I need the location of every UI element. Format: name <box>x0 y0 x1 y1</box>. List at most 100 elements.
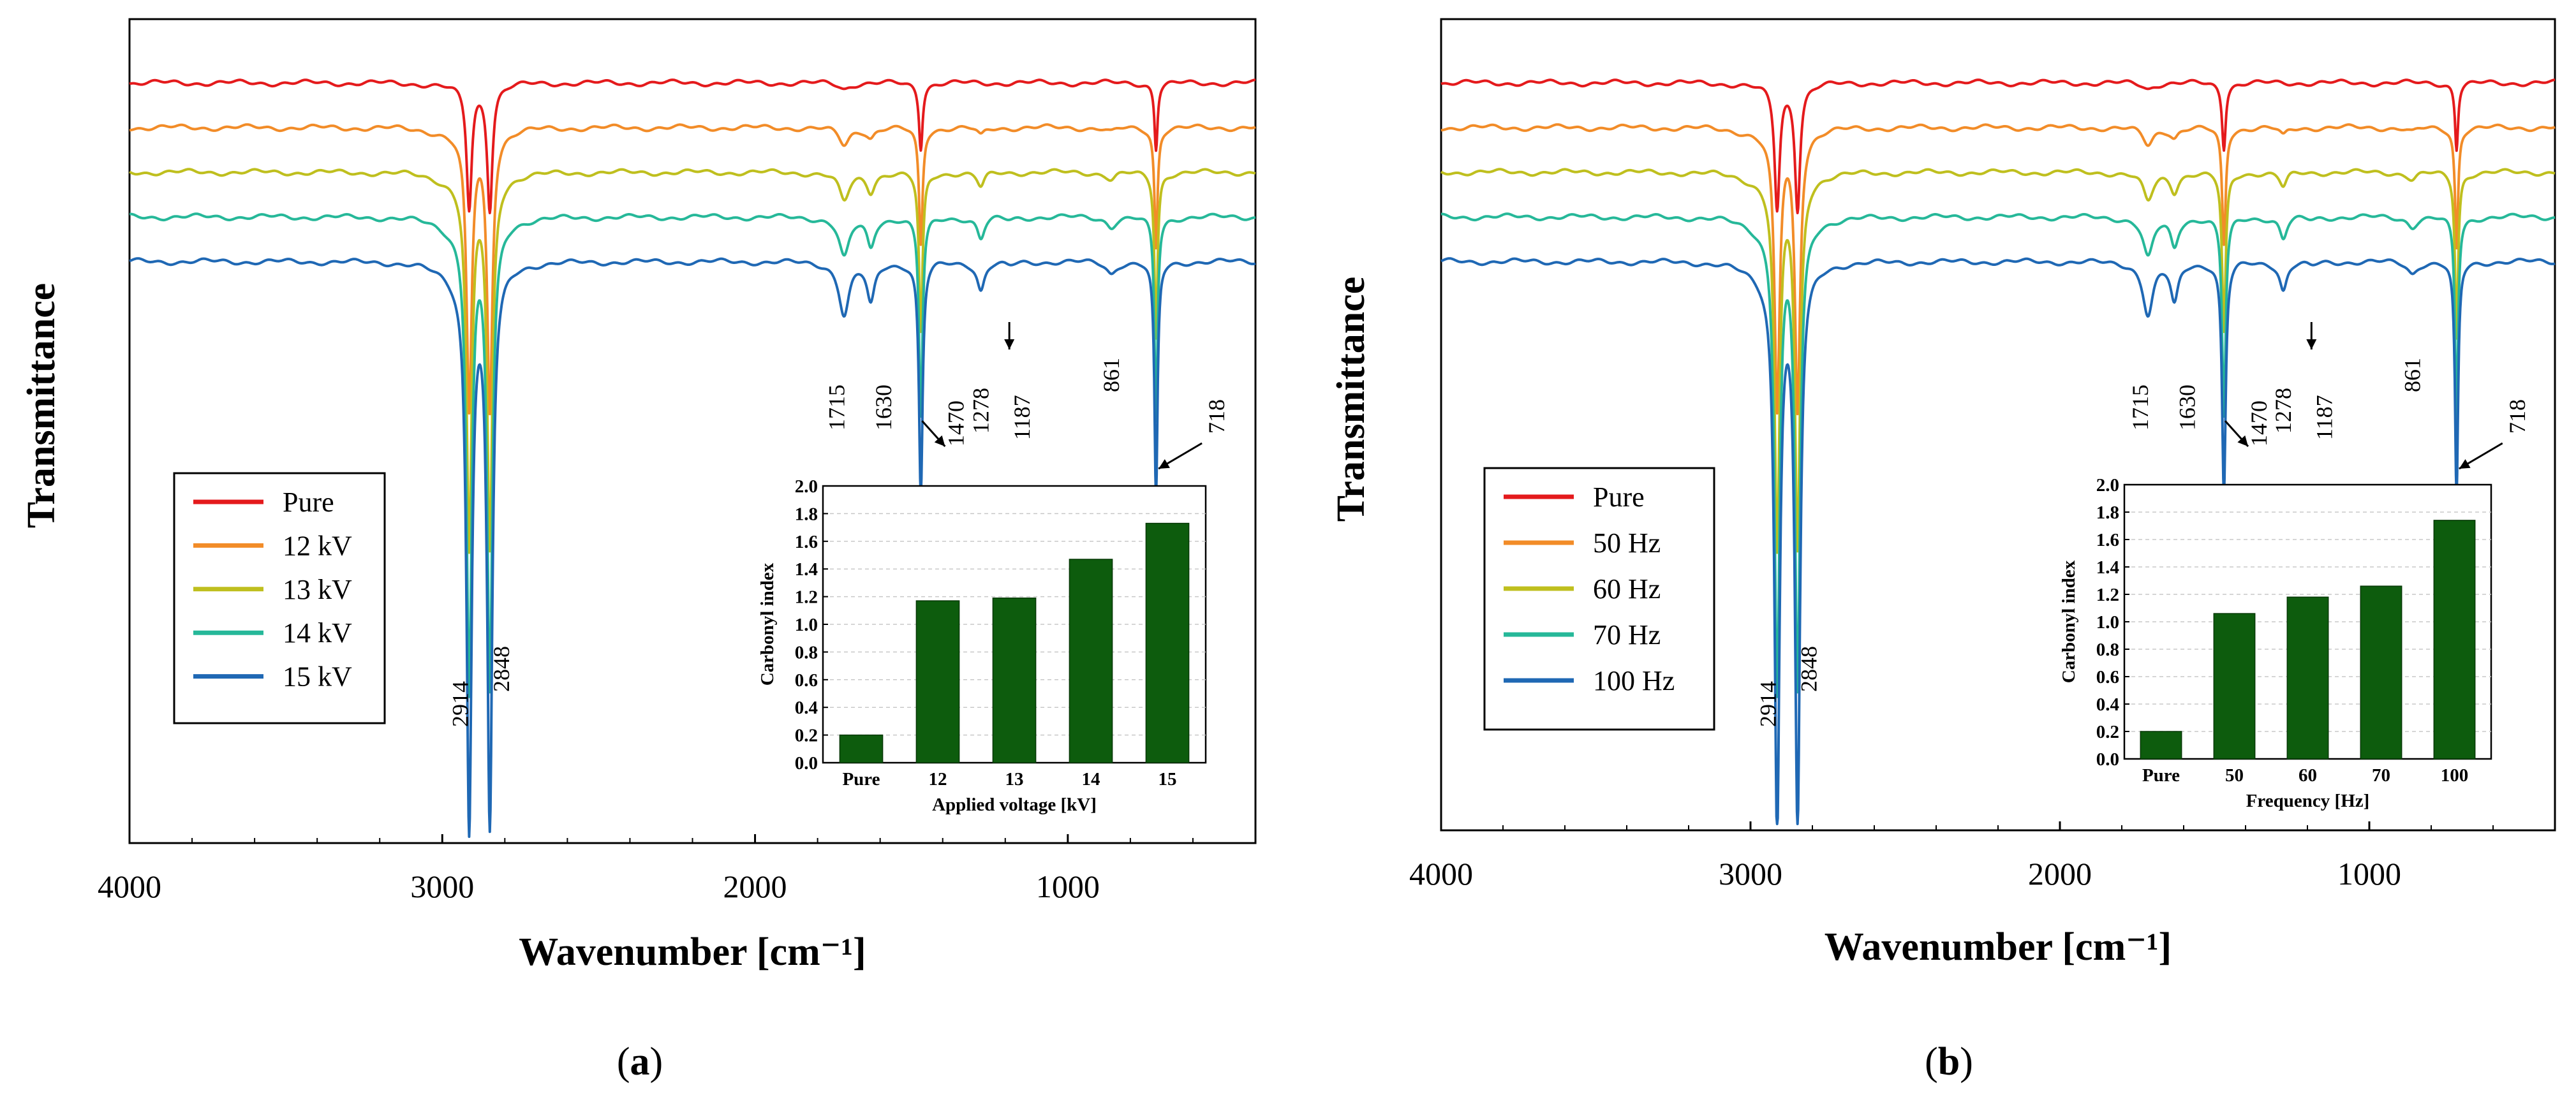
inset-y-tick-label: 0.8 <box>2096 640 2119 660</box>
arrow-1470-head <box>2237 435 2249 446</box>
arrow-1470-head <box>934 435 945 446</box>
legend-box <box>1483 467 1715 731</box>
inset-y-tick-label: 1.2 <box>795 587 818 608</box>
spectrum-line-2 <box>1440 123 2556 416</box>
inset-bar-15 <box>1145 522 1190 763</box>
x-tick-label: 2000 <box>2028 856 2092 892</box>
inset-y-tick-label: 0.0 <box>795 753 818 774</box>
x-axis-title: Wavenumber [cm⁻¹] <box>519 930 866 974</box>
legend-label: 15 kV <box>283 661 352 693</box>
peak-label: 1187 <box>2311 395 2337 440</box>
peak-label: 1278 <box>968 388 994 434</box>
x-tick-label: 4000 <box>1409 856 1473 892</box>
x-tick-label: 4000 <box>98 869 161 904</box>
inset-bar-Pure <box>2140 731 2182 760</box>
inset-bar-50 <box>2213 613 2256 760</box>
x-axis-title: Wavenumber [cm⁻¹] <box>1825 925 2172 969</box>
spectrum-line-3 <box>129 168 1256 554</box>
inset-x-tick-label: 60 <box>2298 765 2317 786</box>
peak-label: 1187 <box>1009 395 1035 440</box>
inset-y-tick-label: 0.2 <box>795 726 818 746</box>
inset-bar-12 <box>915 600 960 763</box>
peak-label: 1715 <box>2128 385 2153 430</box>
peak-label: 1630 <box>2174 385 2200 430</box>
x-tick-label: 1000 <box>2337 856 2401 892</box>
inset-y-tick-label: 1.0 <box>2096 612 2119 633</box>
peak-label: 1715 <box>824 385 849 430</box>
inset-y-axis-title: Carbonyl index <box>2059 560 2079 683</box>
inset-y-tick-label: 0.0 <box>2096 749 2119 770</box>
inset-x-tick-label: 12 <box>929 769 947 790</box>
inset-y-tick-label: 1.4 <box>795 559 818 580</box>
legend-label: 60 Hz <box>1593 573 1661 605</box>
legend-label: Pure <box>1593 481 1645 513</box>
spectrum-line-1 <box>1440 78 2556 214</box>
inset-x-tick-label: 50 <box>2225 765 2244 786</box>
inset-y-tick-label: 1.8 <box>795 504 818 524</box>
spectrum-line-4 <box>1440 212 2556 698</box>
spectrum-line-5 <box>129 257 1256 838</box>
inset-x-tick-label: 15 <box>1158 769 1177 790</box>
legend-label: 100 Hz <box>1593 665 1675 696</box>
inset-y-tick-label: 0.4 <box>2096 694 2119 715</box>
inset-y-tick-label: 1.0 <box>795 615 818 635</box>
inset-bar-70 <box>2360 585 2402 760</box>
peak-label: 1278 <box>2270 388 2296 434</box>
peak-label: 718 <box>1204 399 1229 434</box>
spectrum-line-3 <box>1440 168 2556 554</box>
peak-label: 2848 <box>489 646 514 692</box>
peak-label: 1470 <box>2246 400 2272 446</box>
panel-label: (a) <box>617 1040 663 1083</box>
inset-x-tick-label: 100 <box>2441 765 2469 786</box>
panel-label: (b) <box>1925 1040 1973 1083</box>
arrow-718-head <box>1158 459 1170 469</box>
inset-x-axis-title: Frequency [Hz] <box>2246 791 2370 811</box>
legend-label: 12 kV <box>283 530 352 561</box>
chart-panel-a: 4000 3000 2000 1000 Wavenumber [cm⁻¹] Transmi… <box>20 18 1257 1083</box>
peak-label: 861 <box>1099 358 1124 392</box>
peak-label: 2914 <box>447 681 473 727</box>
inset-x-tick-label: 70 <box>2372 765 2390 786</box>
inset-x-tick-label: 13 <box>1005 769 1024 790</box>
arrow-1187-head <box>2306 339 2317 349</box>
inset-bar-13 <box>992 598 1037 763</box>
inset-x-tick-label: 14 <box>1082 769 1100 790</box>
legend-label: 14 kV <box>283 617 352 649</box>
inset-y-tick-label: 1.6 <box>795 532 818 552</box>
spectrum-line-2 <box>129 123 1256 416</box>
y-axis-title: Transmittance <box>20 283 63 529</box>
legend-box <box>173 472 386 724</box>
peak-label: 1630 <box>871 385 896 430</box>
inset-bar-60 <box>2286 596 2329 760</box>
x-tick-label: 1000 <box>1036 869 1100 904</box>
arrow-1187-head <box>1004 339 1015 349</box>
inset-bar-Pure <box>839 734 884 763</box>
peak-label: 861 <box>2399 358 2425 392</box>
inset-y-axis-title: Carbonyl index <box>757 562 778 686</box>
inset-y-tick-label: 1.8 <box>2096 503 2119 523</box>
peak-label: 718 <box>2505 399 2530 434</box>
inset-y-tick-label: 1.4 <box>2096 557 2119 578</box>
inset-y-tick-label: 1.6 <box>2096 530 2119 550</box>
x-tick-label: 2000 <box>723 869 787 904</box>
inset-y-tick-label: 0.6 <box>2096 667 2119 687</box>
y-axis-title: Transmittance <box>1329 277 1373 522</box>
x-tick-label: 3000 <box>410 869 474 904</box>
arrow-718-head <box>2459 459 2471 469</box>
spectrum-line-5 <box>1440 257 2556 825</box>
inset-bar-100 <box>2433 520 2476 760</box>
peak-label: 2848 <box>1796 646 1822 692</box>
x-tick-label: 3000 <box>1719 856 1782 892</box>
peak-label: 2914 <box>1756 681 1781 727</box>
peak-label: 1470 <box>943 400 968 446</box>
legend-label: 70 Hz <box>1593 619 1661 650</box>
inset-x-tick-label: Pure <box>842 769 880 790</box>
inset-y-tick-label: 0.6 <box>795 670 818 691</box>
legend-label: 50 Hz <box>1593 527 1661 559</box>
legend-label: Pure <box>283 487 334 518</box>
inset-y-tick-label: 1.2 <box>2096 585 2119 605</box>
legend-label: 13 kV <box>283 574 352 605</box>
inset-x-axis-title: Applied voltage [kV] <box>932 795 1097 815</box>
inset-bar-14 <box>1069 559 1113 763</box>
